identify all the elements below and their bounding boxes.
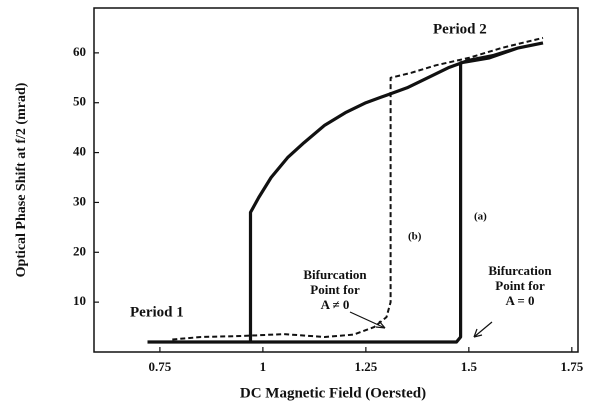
y-tick-label: 30: [73, 193, 86, 208]
y-tick-label: 50: [73, 94, 86, 109]
y-tick-label: 20: [73, 243, 86, 258]
series-label: (b): [408, 231, 422, 243]
y-axis-label: Optical Phase Shift at f/2 (mrad): [14, 82, 29, 277]
plot-frame: [93, 7, 579, 353]
annotation: A ≠ 0: [321, 297, 350, 312]
annotation: A = 0: [505, 293, 534, 308]
x-tick-label: 1.75: [560, 359, 583, 374]
x-tick-label: 1.5: [461, 359, 478, 374]
x-axis-label: DC Magnetic Field (Oersted): [240, 385, 426, 401]
y-tick-label: 60: [73, 44, 86, 59]
annotation: Point for: [495, 278, 545, 293]
arrow: [349, 311, 386, 329]
series-label: (a): [474, 211, 487, 223]
y-tick-label: 40: [73, 144, 86, 159]
annotation: Bifurcation: [303, 267, 367, 282]
annotation: Point for: [310, 282, 360, 297]
arrow-head: [473, 328, 483, 338]
x-tick-label: 1.25: [354, 359, 377, 374]
x-tick-label: 1: [260, 359, 267, 374]
annotation: Period 2: [433, 21, 487, 37]
data-line: [172, 36, 544, 341]
annotation: Bifurcation: [488, 263, 552, 278]
arrow: [473, 321, 493, 338]
annotation: Period 1: [130, 304, 184, 320]
data-line: [147, 41, 544, 344]
y-tick-label: 10: [73, 293, 86, 308]
x-tick-label: 0.75: [149, 359, 172, 374]
